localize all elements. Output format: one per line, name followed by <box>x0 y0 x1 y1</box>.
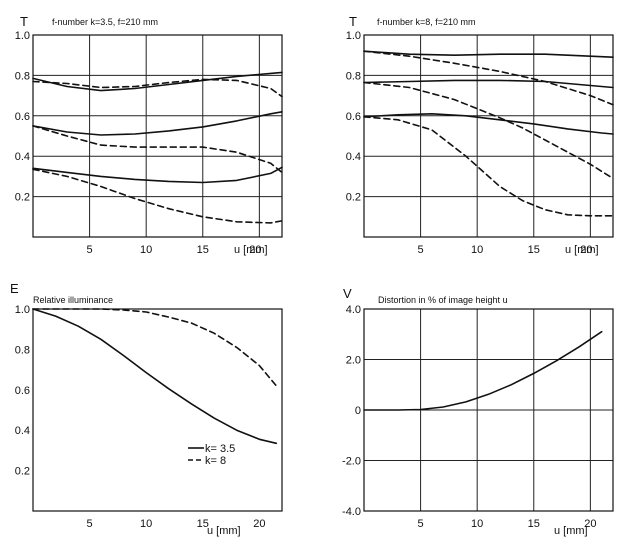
panel3-xtick-label: 10 <box>140 518 152 530</box>
panel4-ytick-label: -2.0 <box>342 456 361 468</box>
panel1-ytick-label: 1.0 <box>15 30 30 42</box>
panel2-ylabel: T <box>349 14 357 29</box>
panel1-ylabel: T <box>20 14 28 29</box>
panel4-xtick-label: 5 <box>418 518 424 530</box>
panel2-series-1-solid <box>363 50 614 58</box>
panel2-ytick-label: 0.8 <box>346 70 361 82</box>
panel3-xlabel: u [mm] <box>207 525 241 537</box>
panel1-series-4-dashed <box>32 125 283 174</box>
panel2-ytick-label: 0.2 <box>346 192 361 204</box>
panel1-series-5-solid <box>32 166 283 184</box>
panel4-xtick-label: 20 <box>584 518 596 530</box>
panel2-xtick-label: 5 <box>418 244 424 256</box>
panel2-series-4-dashed <box>363 81 614 180</box>
panel4-xtick-label: 10 <box>471 518 483 530</box>
panel1-frame <box>32 34 283 238</box>
panel1-xtick-label: 20 <box>249 244 261 256</box>
panel4-ytick-label: 4.0 <box>346 304 361 316</box>
panel2-xtick-label: 10 <box>471 244 483 256</box>
panel3-series-2-dashed <box>32 308 278 387</box>
panel3-xtick-label: 20 <box>253 518 265 530</box>
panel1-series-1-solid <box>32 71 283 92</box>
panel4-title: Distortion in % of image height u <box>378 295 508 305</box>
panel3-xtick-label: 5 <box>87 518 93 530</box>
panel3-ytick-label: 0.8 <box>15 344 30 356</box>
panel1-series-3-solid <box>32 111 283 136</box>
panel2-xlabel: u [mm] <box>565 244 599 256</box>
panel2-series-5-solid <box>363 113 614 135</box>
panel4-series-1-solid <box>363 330 603 411</box>
panel1-ytick-label: 0.2 <box>15 192 30 204</box>
panel4-xlabel: u [mm] <box>554 525 588 537</box>
panel1-xtick-label: 10 <box>140 244 152 256</box>
panel3-legend-label: k= 3.5 <box>205 443 235 455</box>
panel3-frame <box>32 308 283 512</box>
panel1-xtick-label: 5 <box>87 244 93 256</box>
panel3-ylabel: E <box>10 281 19 296</box>
panel3-ytick-label: 0.2 <box>15 466 30 478</box>
panel3-ytick-label: 0.6 <box>15 385 30 397</box>
panel1-xlabel: u [mm] <box>234 244 268 256</box>
panel3-legend-label: k= 8 <box>205 455 226 467</box>
panel2-series-6-dashed <box>363 116 614 217</box>
panel4-ytick-label: 0 <box>355 405 361 417</box>
panel2-ytick-label: 0.6 <box>346 111 361 123</box>
panel2-frame <box>363 34 614 238</box>
panel1-xtick-label: 15 <box>197 244 209 256</box>
panel2-title: f-number k=8, f=210 mm <box>377 17 476 27</box>
panel3-ytick-label: 1.0 <box>15 304 30 316</box>
panel2-series-3-solid <box>363 79 614 89</box>
panel2-xtick-label: 15 <box>528 244 540 256</box>
panel4-xtick-label: 15 <box>528 518 540 530</box>
panel4-ytick-label: -4.0 <box>342 506 361 518</box>
panel2-ytick-label: 0.4 <box>346 151 361 163</box>
panel2-ytick-label: 1.0 <box>346 30 361 42</box>
panel1-series-2-dashed <box>32 78 283 98</box>
panel1-title: f-number k=3.5, f=210 mm <box>52 17 158 27</box>
panel2-series-2-dashed <box>363 50 614 106</box>
panel4-ylabel: V <box>343 286 352 301</box>
panel1-ytick-label: 0.4 <box>15 151 30 163</box>
panel2-xtick-label: 20 <box>580 244 592 256</box>
panel3-title: Relative illuminance <box>33 295 113 305</box>
panel3-ytick-label: 0.4 <box>15 425 30 437</box>
panel1-ytick-label: 0.8 <box>15 70 30 82</box>
panel3-series-1-solid <box>32 308 278 445</box>
panel1-series-6-dashed <box>32 168 283 224</box>
panel3-xtick-label: 15 <box>197 518 209 530</box>
panel1-ytick-label: 0.6 <box>15 111 30 123</box>
panel4-ytick-label: 2.0 <box>346 355 361 367</box>
